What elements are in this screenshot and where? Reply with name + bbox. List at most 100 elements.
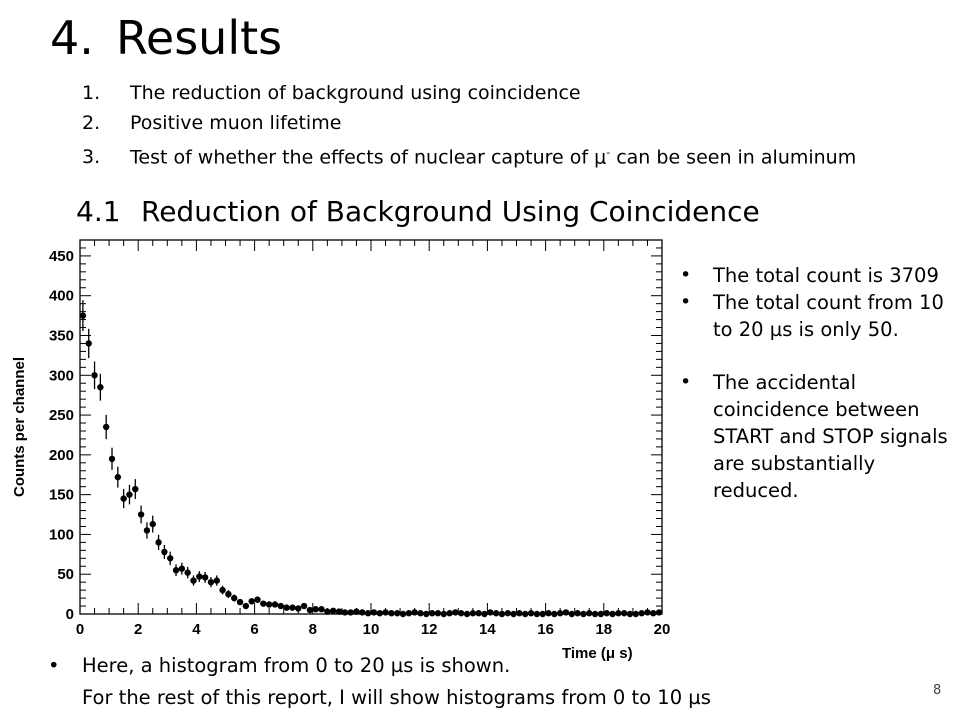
data-point [97, 384, 104, 391]
data-point [149, 520, 156, 528]
x-tick-label: 0 [76, 621, 84, 638]
histogram-chart: 0 2 4 6 8 10 12 14 16 18 2005010015020025030035040… [11, 239, 670, 662]
data-point [522, 610, 529, 618]
axis-ticks [79, 239, 663, 615]
agenda-item-tail: can be seen in aluminum [610, 146, 857, 169]
agenda-item-number: 1. [82, 82, 101, 104]
data-point [353, 608, 360, 615]
data-point [632, 610, 640, 618]
data-point [492, 610, 500, 617]
data-point [539, 610, 546, 618]
data-point [260, 600, 267, 607]
agenda-item: 1. The reduction of background using coin… [82, 78, 856, 108]
data-point [364, 610, 372, 617]
data-point [201, 574, 209, 581]
data-points [79, 300, 663, 618]
data-point [452, 609, 459, 616]
data-point [423, 610, 430, 618]
data-point [137, 511, 145, 518]
data-point [324, 608, 331, 615]
data-point [91, 372, 98, 379]
x-tick-label: 10 [363, 621, 380, 638]
data-point [417, 610, 424, 617]
data-point [562, 609, 570, 616]
data-point [463, 610, 471, 618]
bottom-bullet-line-1: Here, a histogram from 0 to 20 µs is sho… [82, 654, 511, 677]
data-point [132, 485, 139, 493]
data-point [172, 567, 180, 574]
data-point [283, 604, 290, 611]
data-point [376, 610, 383, 617]
data-point [510, 610, 517, 618]
data-point [440, 610, 447, 618]
x-tick-label: 12 [421, 621, 438, 638]
y-tick-label: 200 [49, 447, 74, 464]
x-tick-label: 18 [595, 621, 612, 638]
data-point [254, 596, 261, 603]
data-point [498, 610, 506, 618]
agenda-item-number: 3. [82, 146, 101, 169]
x-tick-label: 4 [192, 621, 201, 638]
data-point [277, 602, 284, 610]
y-tick-label: 100 [49, 526, 74, 543]
data-point [545, 610, 552, 617]
data-point [85, 340, 92, 347]
data-point [370, 609, 378, 616]
data-point [143, 527, 151, 534]
data-point [504, 610, 511, 617]
data-point [399, 610, 407, 618]
data-point [615, 610, 622, 617]
y-tick-label: 350 [49, 327, 74, 344]
data-point [196, 573, 203, 580]
data-point [469, 610, 477, 617]
data-point [574, 610, 581, 617]
data-point [306, 606, 314, 614]
data-point [207, 578, 215, 586]
side-bullets: The total count is 3709 The total count … [680, 262, 950, 504]
data-point [102, 423, 110, 431]
data-point [475, 610, 482, 617]
data-point [655, 609, 663, 616]
side-bullet-item: The total count is 3709 [680, 262, 950, 289]
bottom-bullet-item: Here, a histogram from 0 to 20 µs is sho… [48, 650, 711, 714]
data-point [586, 610, 593, 617]
data-point [487, 609, 494, 616]
data-point [184, 569, 191, 576]
data-point [126, 491, 133, 498]
data-point [609, 610, 616, 618]
data-point [626, 610, 634, 618]
data-point [295, 605, 302, 612]
agenda-item-text: Test of whether the effects of nuclear c… [130, 146, 607, 169]
agenda-item-text: Positive muon lifetime [130, 112, 342, 134]
data-point [231, 594, 238, 602]
data-point [114, 473, 122, 481]
axis-tick-labels: 0 2 4 6 8 10 12 14 16 18 2005010015020025030035040… [49, 248, 670, 638]
y-tick-label: 400 [49, 288, 74, 305]
data-point [591, 610, 599, 618]
data-point [300, 602, 308, 610]
y-tick-label: 250 [49, 407, 74, 424]
y-tick-label: 300 [49, 367, 74, 384]
data-point [248, 598, 255, 605]
side-bullet-item: The accidental coincidence between START… [680, 369, 950, 504]
y-axis-label: Counts per channel [11, 357, 28, 497]
data-point [458, 610, 465, 617]
agenda-item-superscript: - [606, 146, 611, 159]
data-point [335, 608, 343, 615]
page-number: 8 [933, 683, 942, 698]
data-point [178, 565, 186, 572]
agenda-item-text: The reduction of background using coinci… [130, 82, 581, 104]
data-point [650, 610, 657, 617]
agenda-list: 1. The reduction of background using coin… [82, 78, 856, 168]
data-point [190, 577, 197, 584]
y-tick-label: 0 [66, 606, 74, 623]
data-point [638, 610, 645, 617]
agenda-item: 3. Test of whether the effects of nuclear… [82, 138, 856, 168]
section-subtitle-text: Reduction of Background Using Coincidenc… [141, 195, 760, 228]
x-tick-label: 8 [309, 621, 317, 638]
data-point [213, 577, 220, 584]
slide-title-text: Results [116, 11, 283, 65]
data-point [167, 555, 174, 562]
agenda-item: 2. Positive muon lifetime [82, 108, 856, 138]
data-point [219, 586, 226, 594]
